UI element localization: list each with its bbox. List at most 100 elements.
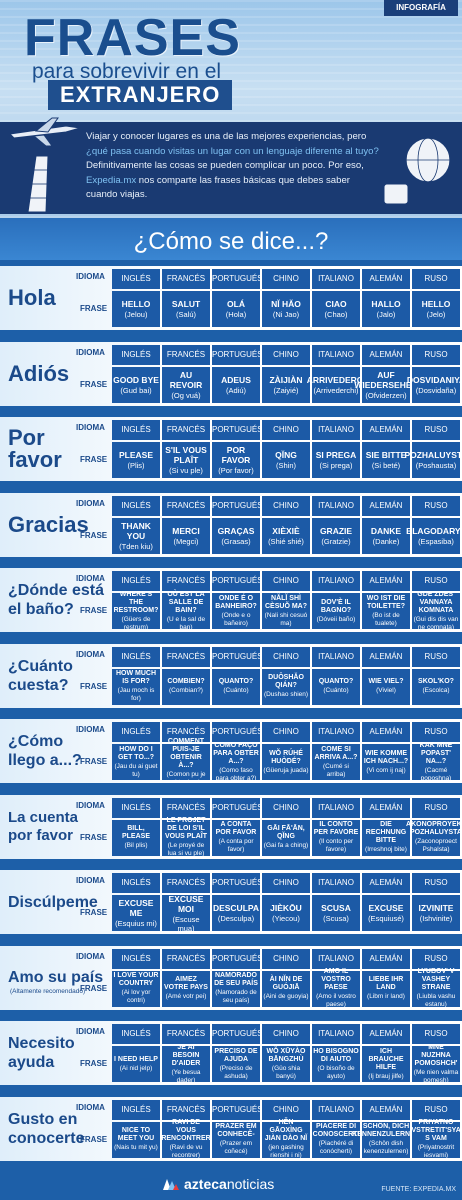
translation-phrase: ONDE É O BANHEIRO?	[215, 594, 257, 610]
translation-phrase: WŎ XŪYÀO BĀNGZHÙ	[266, 1047, 306, 1063]
translation-phrase: PRAZER EM CONHECÊ-	[215, 1123, 257, 1138]
translation-pronunciation: (Gratzie)	[321, 536, 351, 546]
language-header: ITALIANO	[312, 873, 360, 893]
language-header: ITALIANO	[312, 571, 360, 591]
language-header: CHINO	[262, 646, 310, 667]
language-header: ALEMÁN	[362, 571, 410, 591]
phrase-row: Gusto en conocerte IDIOMA FRASE INGLÉS NICE …	[0, 1096, 462, 1161]
logo-text-a: azteca	[184, 1176, 227, 1192]
translation-pronunciation: (Salú)	[175, 310, 196, 319]
translation-pronunciation: (Zaiyié)	[273, 385, 299, 395]
translation-pronunciation: (Schön dish kenenzulernen)	[363, 1140, 409, 1155]
translation-pronunciation: (Si beté)	[371, 461, 401, 470]
frase-tag: FRASE	[80, 757, 108, 766]
translation-phrase: XIÈXIÈ	[272, 525, 300, 536]
translation-box: JE AI BESOIN D'AIDER (Ye besua dader)	[162, 1044, 210, 1084]
logo-text-b: noticias	[226, 1176, 275, 1192]
language-header: ALEMÁN	[362, 1099, 410, 1120]
language-header: RUSO	[412, 495, 460, 516]
translation-phrase: COMO FAÇO PARA OBTER A...?	[213, 741, 259, 765]
translation-pronunciation: (Jelou)	[124, 310, 148, 319]
translation-pronunciation: (Espasiba)	[418, 536, 454, 546]
translation-box: MNE NUZHNA POMOSHCH' (Me nien valma pomes…	[412, 1044, 460, 1084]
phrase-label: Necesito ayuda	[8, 1035, 75, 1071]
language-header: INGLÉS	[112, 1099, 160, 1120]
translation-box: ICH BRAUCHE HILFE (Ij brauj jilfe)	[362, 1046, 410, 1082]
translation-phrase: WIE KOMME ICH NACH...?	[363, 749, 409, 765]
frase-tag: FRASE	[80, 530, 108, 540]
translation-pronunciation: (Ij brauj jilfe)	[368, 1072, 404, 1080]
frase-tag: FRASE	[80, 983, 108, 993]
translation-cells: INGLÉS HOW DO I GET TO...? (Jau du ai guet…	[112, 722, 461, 783]
language-header: CHINO	[262, 873, 310, 893]
frase-tag: FRASE	[80, 455, 108, 464]
intro-line-4: Expedia.mx nos comparte las frases básic…	[86, 174, 408, 189]
translation-box: AKONOPROYEKT POZHALUYSTA (Zaconoproect Ps…	[406, 819, 462, 856]
idioma-tag: IDIOMA	[76, 272, 105, 281]
logo-text: aztecanoticias	[184, 1176, 274, 1192]
translation-phrase: DOV'È IL BAGNO?	[320, 598, 352, 614]
page-title: FRASES	[24, 9, 241, 67]
language-header: INGLÉS	[112, 722, 160, 742]
translation-pronunciation: (Og vuá)	[171, 390, 201, 400]
translation-phrase: QUANTO?	[318, 678, 354, 685]
phrase-row: Gracias IDIOMA FRASE INGLÉS THANK YOU (Tden k…	[0, 492, 462, 557]
translation-box: HALLO (Jalo)	[362, 291, 410, 327]
translation-pronunciation: (Jau moch is for)	[117, 687, 155, 702]
language-header: RUSO	[412, 797, 460, 818]
language-header: CHINO	[262, 420, 310, 440]
language-header: PORTUGUÉS	[212, 571, 263, 591]
translation-phrase: BLAGODARYA	[406, 525, 462, 536]
translation-pronunciation: (Il conto per favore)	[318, 838, 354, 853]
phrase-sublabel: (Altamente recomendado)	[10, 987, 86, 995]
language-header: PORTUGUÉS	[212, 344, 263, 365]
language-header: INGLÉS	[112, 344, 160, 365]
language-header: CHINO	[262, 948, 310, 969]
language-header: ITALIANO	[312, 797, 360, 818]
translation-phrase: QĬNG	[275, 450, 297, 460]
translation-pronunciation: (Megci)	[173, 536, 199, 546]
translation-phrase: SIE BITTE	[365, 450, 407, 460]
globe-luggage-illustration	[383, 137, 451, 205]
idioma-tag: IDIOMA	[76, 951, 105, 961]
translation-pronunciation: (Esquiusé)	[368, 914, 404, 923]
translation-pronunciation: (Gui dis dis van ne comnata)	[413, 615, 459, 631]
globe-icon	[405, 137, 451, 200]
expedia-link[interactable]: Expedia.mx	[86, 174, 137, 186]
translation-box: BILL, PLEASE (Bil plis)	[112, 819, 160, 856]
translation-box: PLEASE (Plis)	[112, 442, 160, 478]
translation-phrase: LYUBOV' V VASHEY STRANE	[417, 968, 455, 991]
language-header: ALEMÁN	[362, 948, 410, 969]
translation-phrase: DANKE	[370, 525, 402, 536]
phrase-label: ¿Cómo llego a...?	[8, 733, 82, 769]
translation-cells: INGLÉS THANK YOU (Tden kiu) FRANCÉS MERCI (Me…	[112, 495, 462, 554]
translation-box: WIE KOMME ICH NACH...? (Vi com ij naj)	[362, 744, 410, 780]
azteca-logo-icon	[163, 1179, 179, 1190]
translation-phrase: KAK MNE POPAST' NA...?	[419, 741, 453, 765]
phrase-row: La cuenta por favor IDIOMA FRASE INGLÉS BILL…	[0, 794, 462, 859]
translation-box: POR FAVOR (Por favor)	[212, 442, 260, 478]
translation-box: MERCI (Megci)	[162, 517, 210, 554]
translation-phrase: DESCULPA	[212, 903, 260, 913]
translation-box: LE PROJET DE LOI S'IL VOUS PLAÎT (Le proy…	[162, 817, 210, 857]
phrase-row: ¿Cuánto cuesta? IDIOMA FRASE INGLÉS HOW MUCH…	[0, 643, 462, 708]
translation-box: WO IST DIE TOILETTE? (Bo ist de tualete)	[362, 593, 410, 629]
translation-box: POZHALUYSTA (Poshausta)	[404, 442, 462, 478]
frase-tag: FRASE	[80, 304, 108, 313]
translation-pronunciation: (Desculpa)	[217, 914, 255, 923]
idioma-tag: IDIOMA	[76, 347, 105, 357]
language-header: CHINO	[262, 1024, 310, 1044]
translation-phrase: LIEBE IHR LAND	[368, 976, 404, 991]
phrase-label: Gusto en conocerte	[8, 1110, 85, 1147]
translation-pronunciation: (Amo il vostro paese)	[316, 993, 356, 1008]
idioma-tag: IDIOMA	[76, 574, 105, 583]
translation-box: ONDE É O BANHEIRO? (Onde e o bañeiro)	[212, 593, 260, 629]
translation-pronunciation: (Poshausta)	[415, 461, 457, 470]
source-credit: FUENTE: EXPEDIA.MX	[381, 1186, 456, 1193]
language-header: ITALIANO	[312, 722, 360, 742]
language-header: PORTUGUÉS	[212, 1099, 263, 1120]
translation-phrase: AU REVOIR	[169, 369, 203, 390]
frase-tag: FRASE	[80, 606, 108, 615]
translation-phrase: HOW DO I GET TO...?	[117, 745, 155, 761]
language-header: ALEMÁN	[362, 1024, 410, 1044]
